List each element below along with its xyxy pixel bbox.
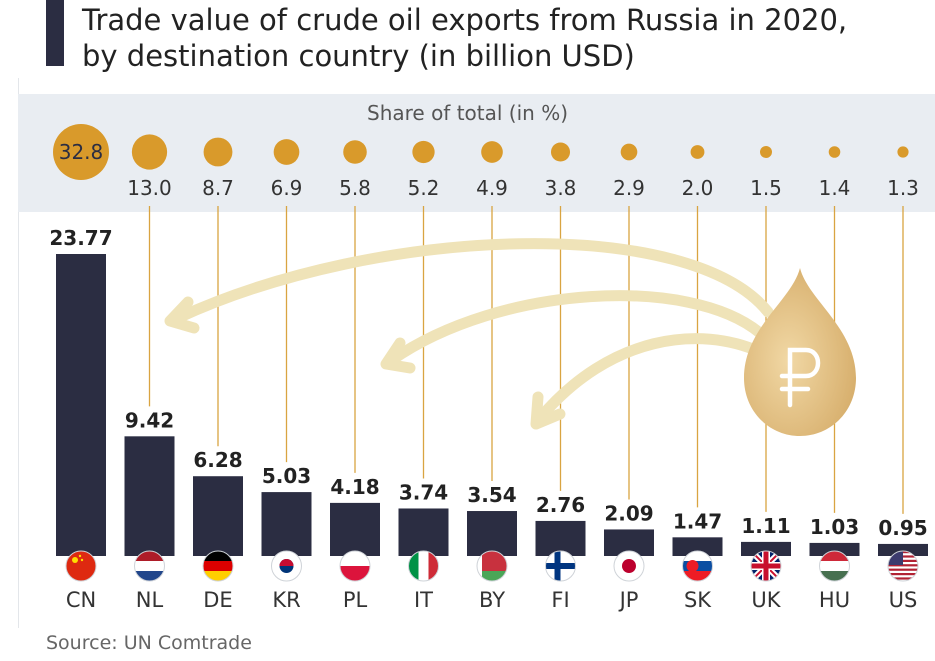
bar-us — [878, 543, 928, 556]
flow-arrow-head — [530, 391, 566, 430]
category-label-kr: KR — [272, 588, 300, 612]
flow-arrow — [534, 333, 766, 424]
ruble-oil-drop-icon — [744, 268, 856, 436]
value-label-hu: 1.03 — [810, 515, 859, 539]
flow-arrow — [172, 238, 774, 324]
share-label-de: 8.7 — [202, 176, 234, 200]
flow-arrow — [386, 290, 766, 366]
flag-uk-icon — [750, 550, 782, 582]
flag-cn-icon — [65, 550, 97, 582]
share-panel — [18, 94, 935, 212]
share-dot-hu — [828, 146, 841, 158]
value-label-it: 3.74 — [399, 480, 448, 504]
share-dot-cn — [53, 124, 109, 180]
share-label-cn: 32.8 — [59, 140, 104, 164]
value-label-cn: 23.77 — [49, 226, 112, 250]
share-label-kr: 6.9 — [271, 176, 303, 200]
value-label-uk: 1.11 — [741, 514, 790, 538]
value-label-kr: 5.03 — [262, 464, 311, 488]
share-dot-sk — [690, 145, 705, 159]
flag-fi-icon — [545, 550, 576, 582]
share-dot-us — [897, 146, 909, 158]
share-label-jp: 2.9 — [613, 176, 645, 200]
share-label-nl: 13.0 — [127, 176, 172, 200]
ruble-sign — [779, 347, 821, 408]
share-dot-pl — [343, 140, 367, 164]
bar-uk — [741, 541, 791, 556]
category-label-by: BY — [479, 588, 505, 612]
share-label-by: 4.9 — [476, 176, 508, 200]
share-dot-fi — [550, 142, 571, 162]
flag-it-icon — [408, 550, 439, 582]
share-dot-kr — [273, 139, 300, 165]
bar-nl — [124, 436, 175, 556]
flow-arrow-head — [380, 337, 416, 374]
share-dot-by — [481, 141, 503, 163]
bar-cn — [56, 254, 106, 556]
share-label-hu: 1.4 — [819, 176, 851, 200]
left-divider — [18, 78, 19, 628]
bar-by — [467, 511, 517, 556]
share-dot-uk — [760, 146, 772, 158]
category-label-fi: FI — [551, 588, 569, 612]
flag-nl-icon — [134, 550, 165, 582]
bar-it — [398, 508, 449, 556]
share-label-fi: 3.8 — [545, 176, 577, 200]
flag-pl-icon — [339, 550, 371, 582]
value-label-de: 6.28 — [193, 448, 242, 472]
flag-by-icon — [476, 550, 508, 582]
flag-sk-icon — [682, 550, 713, 582]
share-dot-nl — [131, 134, 168, 170]
category-label-sk: SK — [684, 588, 712, 612]
flag-hu-icon — [819, 550, 850, 582]
category-label-hu: HU — [819, 588, 850, 612]
bar-kr — [261, 492, 312, 556]
category-label-cn: CN — [66, 588, 96, 612]
flag-kr-icon — [271, 550, 302, 582]
value-label-us: 0.95 — [878, 516, 927, 540]
share-label-it: 5.2 — [408, 176, 440, 200]
bar-sk — [672, 537, 723, 556]
category-label-pl: PL — [343, 588, 368, 612]
value-label-fi: 2.76 — [536, 493, 585, 517]
share-dot-jp — [620, 143, 638, 161]
share-label-sk: 2.0 — [682, 176, 714, 200]
flag-jp-icon — [613, 550, 645, 582]
bar-de — [193, 476, 243, 556]
share-label-uk: 1.5 — [750, 176, 782, 200]
share-label-pl: 5.8 — [339, 176, 371, 200]
bar-pl — [330, 502, 380, 556]
value-label-pl: 4.18 — [330, 475, 379, 499]
flag-us-icon — [887, 550, 919, 582]
category-label-jp: JP — [618, 588, 639, 612]
category-label-uk: UK — [751, 588, 781, 612]
share-dot-de — [203, 137, 233, 167]
chart-title: Trade value of crude oil exports from Ru… — [82, 3, 848, 73]
value-label-nl: 9.42 — [125, 408, 174, 432]
category-label-it: IT — [414, 588, 433, 612]
flag-de-icon — [202, 550, 234, 582]
share-label-us: 1.3 — [887, 176, 919, 200]
value-label-by: 3.54 — [467, 483, 516, 507]
title-accent-bar — [46, 0, 64, 66]
share-dot-it — [412, 140, 435, 164]
category-label-nl: NL — [136, 588, 164, 612]
value-label-sk: 1.47 — [673, 509, 722, 533]
bar-fi — [535, 520, 586, 556]
flow-arrow-head — [164, 296, 200, 334]
value-label-jp: 2.09 — [604, 501, 653, 525]
source-note: Source: UN Comtrade — [46, 632, 252, 654]
bar-hu — [809, 542, 860, 556]
category-label-us: US — [889, 588, 918, 612]
share-panel-title: Share of total (in %) — [367, 101, 568, 125]
category-label-de: DE — [203, 588, 232, 612]
